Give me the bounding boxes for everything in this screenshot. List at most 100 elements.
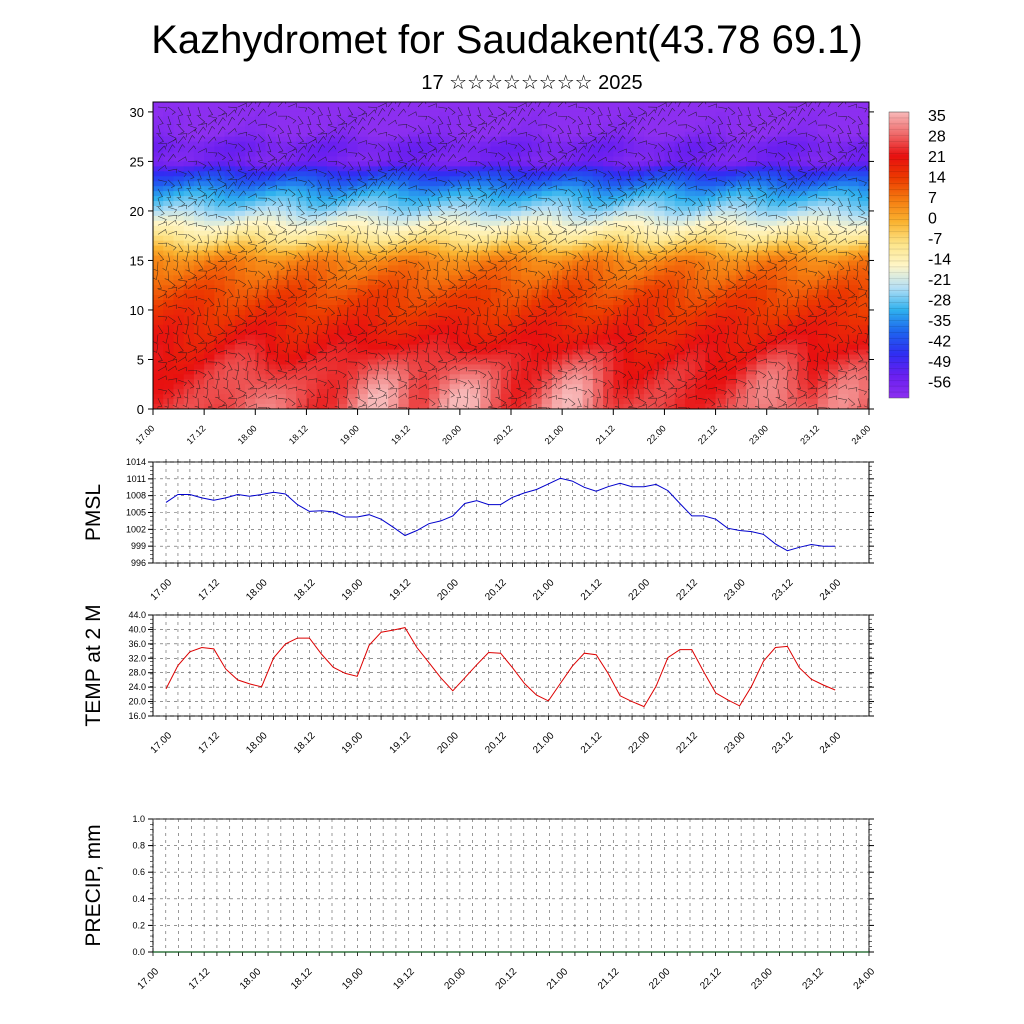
wind-barb [626,170,631,180]
heat-cell [858,300,869,306]
heat-cell [511,359,522,366]
heat-cell [367,161,379,167]
wind-barb [587,138,597,144]
heat-cell [705,191,717,197]
heat-cell [234,102,246,108]
wind-barb [776,161,782,171]
heat-cell [551,116,563,123]
heat-cell [746,215,758,222]
heat-cell [531,394,543,400]
heat-cell [541,126,553,133]
heat-cell [858,196,869,202]
heat-cell [521,171,533,177]
wind-barb [278,115,288,120]
heat-cell [367,176,379,182]
heat-cell [378,344,389,351]
wind-barb [167,179,176,189]
heat-cell [337,354,348,361]
heat-cell [664,280,676,286]
heat-cell [337,305,348,311]
heat-cell [418,201,430,207]
wind-barb [417,152,428,158]
heat-cell [848,265,860,271]
heat-cell [439,379,451,385]
heat-cell [633,354,645,361]
heat-cell [204,171,215,177]
heat-cell [746,121,758,128]
heat-cell [807,285,819,291]
heat-cell [490,270,502,276]
heat-cell [603,111,614,118]
heat-cell [797,166,809,172]
heat-cell [490,176,502,182]
heat-cell [582,344,594,351]
heat-cell [664,121,676,128]
heat-cell [490,126,502,133]
heat-cell [326,295,338,301]
heat-cell [684,290,696,296]
wind-barb [467,145,477,153]
heat-cell [296,334,308,341]
heat-cell [326,359,338,366]
heat-cell [285,136,297,143]
heat-cell [562,176,573,182]
heat-cell [470,102,481,108]
heat-cell [613,136,625,143]
heat-cell [378,309,389,316]
heat-cell [173,285,185,291]
heat-cell [797,339,809,346]
heat-cell [787,121,798,128]
heat-cell [511,171,522,177]
heat-cell [439,275,451,281]
heat-cell [204,290,215,296]
heat-cell [736,146,747,153]
wind-barb [577,115,584,125]
heat-cell [746,126,758,133]
heat-cell [367,151,379,158]
heat-cell [511,399,522,405]
heat-cell [562,354,573,361]
wind-barb [537,164,547,171]
heat-cell [705,305,717,311]
heat-cell [643,305,655,311]
heat-cell [449,225,461,232]
heat-cell [357,191,369,197]
heat-cell [429,102,440,108]
heat-cell [347,319,359,326]
heat-cell [255,275,267,281]
heat-cell [285,359,297,366]
heat-cell [807,280,819,286]
heat-cell [408,339,420,346]
heat-cell [357,305,369,311]
wind-barb [387,119,397,126]
heat-cell [531,181,543,187]
heat-cell [705,374,717,380]
heat-cell [674,186,686,192]
heat-cell [285,186,297,192]
heat-cell [245,235,256,242]
heat-cell [511,364,522,370]
heat-cell [664,329,676,336]
wind-barb [277,155,287,162]
heat-cell [337,102,348,108]
heat-cell [551,290,563,296]
heat-cell [797,111,809,118]
heat-cell [695,275,706,281]
heat-cell [398,255,410,262]
wind-barb [667,161,676,170]
heat-cell [562,205,573,212]
heat-cell [858,186,869,192]
heat-cell [613,126,625,133]
wind-barb [297,153,306,162]
heat-cell [173,111,185,118]
heat-cell [429,394,440,400]
heat-cell [848,196,860,202]
wind-barb [747,161,758,166]
heat-cell [183,275,195,281]
heat-cell [347,235,359,242]
heat-cell [551,225,563,232]
heat-cell [347,171,359,177]
heat-cell [623,260,635,266]
heat-cell [776,319,788,326]
heat-cell [807,205,819,212]
